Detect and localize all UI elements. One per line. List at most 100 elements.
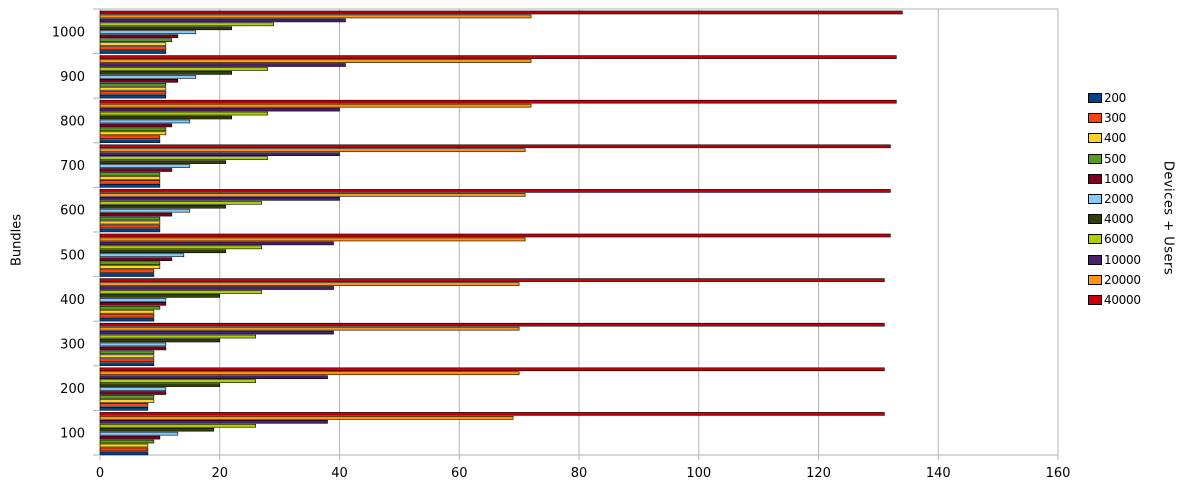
bar	[99, 224, 161, 229]
bar	[99, 278, 885, 282]
x-tick-label: 0	[96, 466, 104, 481]
legend-item: 1000	[1088, 169, 1141, 189]
bar	[99, 342, 167, 347]
bar	[99, 435, 161, 440]
bar	[99, 220, 161, 225]
bar	[99, 42, 167, 46]
legend-item: 2000	[1088, 189, 1141, 209]
y-tick-label: 200	[60, 382, 85, 397]
bar	[99, 94, 167, 99]
legend-label: 200	[1104, 91, 1127, 106]
bar	[99, 26, 233, 31]
legend-label: 300	[1104, 111, 1127, 126]
bar	[99, 358, 155, 363]
bar	[99, 379, 256, 383]
legend-item: 4000	[1088, 209, 1141, 229]
bar	[99, 253, 185, 258]
legend-label: 40000	[1104, 292, 1141, 307]
bar	[99, 338, 221, 343]
legend-label: 2000	[1104, 192, 1134, 207]
legend-item: 300	[1088, 108, 1141, 128]
bar	[99, 399, 155, 403]
bar	[99, 257, 173, 262]
legend-label: 400	[1104, 131, 1127, 146]
bar	[99, 144, 891, 149]
bar	[99, 305, 161, 310]
bar	[99, 18, 346, 23]
bar	[99, 233, 891, 238]
bar	[99, 103, 532, 108]
x-tick-label: 140	[926, 466, 951, 481]
bar	[99, 403, 149, 407]
bar	[99, 294, 221, 298]
legend-swatch	[1088, 133, 1102, 144]
bar	[99, 451, 149, 456]
bar	[99, 204, 227, 209]
bar	[99, 10, 903, 15]
bar	[99, 184, 161, 188]
bar	[99, 313, 155, 318]
bar	[99, 46, 167, 50]
bar	[99, 362, 155, 367]
legend-swatch	[1088, 153, 1102, 164]
y-tick-label: 500	[60, 248, 85, 263]
bar	[99, 38, 173, 42]
bar	[99, 90, 167, 95]
y-tick-label: 600	[60, 204, 85, 219]
bar	[99, 309, 155, 314]
bar	[99, 135, 161, 140]
legend-label: 10000	[1104, 252, 1141, 267]
legend-swatch	[1088, 113, 1102, 124]
bar	[99, 86, 167, 91]
bar	[99, 180, 161, 184]
bar	[99, 265, 161, 269]
bar	[99, 391, 167, 395]
bar	[99, 71, 233, 75]
x-tick-label: 60	[451, 466, 468, 481]
bar	[99, 346, 167, 351]
bar	[99, 115, 233, 120]
bar	[99, 228, 161, 233]
bar	[99, 119, 191, 124]
y-tick-label: 800	[60, 115, 85, 130]
bar	[99, 322, 885, 327]
bar	[99, 14, 532, 19]
bar	[99, 99, 897, 104]
y-tick-label: 100	[60, 427, 85, 442]
bar	[99, 79, 179, 83]
bar	[99, 387, 167, 391]
bar	[99, 50, 167, 54]
x-tick-label: 160	[1046, 466, 1071, 481]
bar	[99, 423, 256, 428]
bar	[99, 30, 197, 35]
bar	[99, 298, 167, 302]
legend-item: 6000	[1088, 229, 1141, 249]
bar	[99, 111, 268, 116]
legend-item: 400	[1088, 128, 1141, 148]
legend-label: 4000	[1104, 212, 1134, 227]
x-tick-label: 80	[571, 466, 588, 481]
bar	[99, 317, 155, 322]
bar	[99, 334, 256, 339]
bar	[99, 282, 520, 286]
y-tick-label: 900	[60, 70, 85, 85]
bar	[99, 59, 532, 63]
bar	[99, 330, 334, 335]
legend-swatch	[1088, 173, 1102, 184]
bar	[99, 261, 161, 265]
bar	[99, 427, 215, 432]
bar	[99, 148, 526, 153]
bar	[99, 237, 526, 242]
y-axis-label: Bundles	[9, 213, 25, 267]
bar	[99, 172, 161, 176]
bar	[99, 176, 161, 180]
bar	[99, 67, 268, 71]
bar	[99, 197, 340, 201]
legend-swatch	[1088, 294, 1102, 305]
bar	[99, 301, 167, 306]
bar	[99, 269, 155, 273]
legend-label: 1000	[1104, 171, 1134, 186]
legend-swatch	[1088, 214, 1102, 225]
bar	[99, 208, 191, 213]
bar	[99, 350, 155, 355]
